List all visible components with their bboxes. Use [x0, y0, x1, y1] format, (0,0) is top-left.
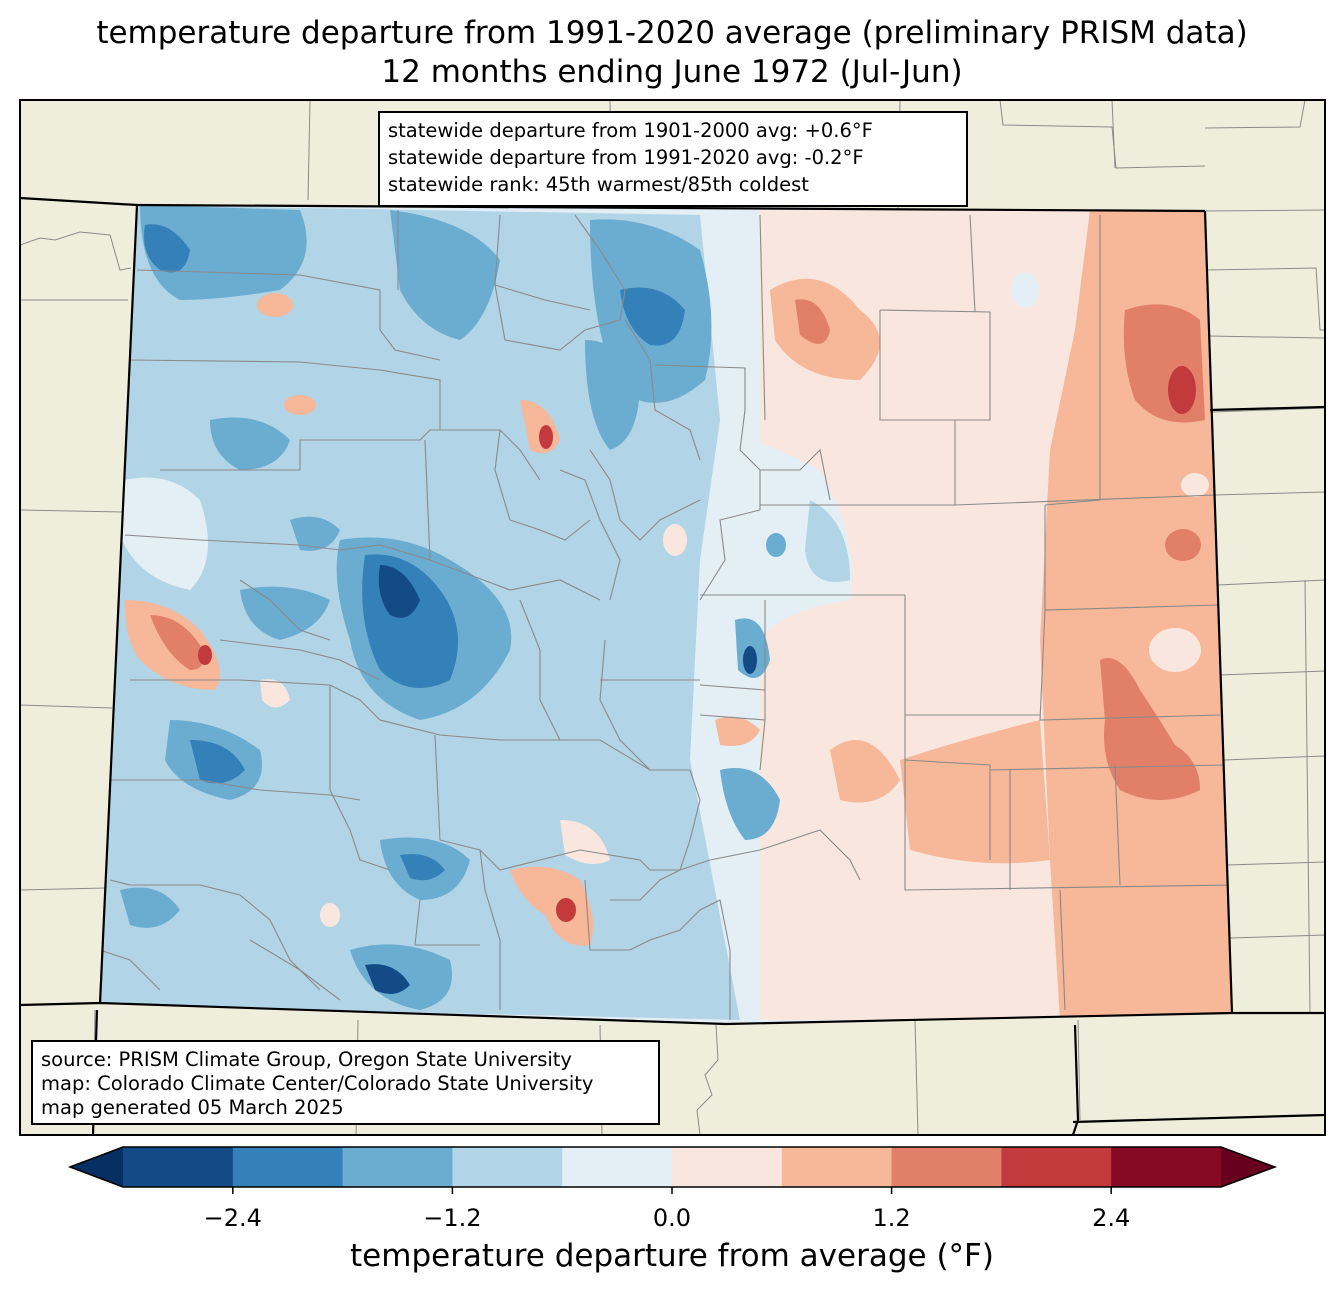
colorbar-segment	[672, 1147, 783, 1187]
colorbar-tick-label: −1.2	[423, 1204, 482, 1232]
colorado-county-lines	[100, 210, 1231, 1020]
colorbar-tick-label: 1.2	[872, 1204, 911, 1232]
map-frame	[19, 99, 1326, 1136]
colorbar-segment	[123, 1147, 234, 1187]
colorbar-segment	[1001, 1147, 1112, 1187]
colorbar-segment	[781, 1147, 893, 1187]
colorbar	[67, 1146, 1278, 1194]
colorado-departure-field	[100, 205, 1232, 1024]
stats-rank: statewide rank: 45th warmest/85th coldes…	[388, 173, 809, 196]
colorbar-tick-label: 2.4	[1092, 1204, 1131, 1232]
source-line: source: PRISM Climate Group, Oregon Stat…	[41, 1048, 572, 1071]
title-line-1: temperature departure from 1991-2020 ave…	[96, 15, 1248, 51]
colorbar-segment	[342, 1147, 453, 1187]
colorbar-under-arrow	[70, 1147, 123, 1187]
generated-date-line: map generated 05 March 2025	[41, 1096, 344, 1119]
stats-departure-1991-2020: statewide departure from 1991-2020 avg: …	[388, 146, 864, 169]
colorbar-tick-label: 0.0	[652, 1204, 692, 1232]
colorbar-outline	[67, 1146, 1278, 1188]
statewide-stats-box: statewide departure from 1901-2000 avg: …	[378, 111, 968, 207]
map-title: temperature departure from 1991-2020 ave…	[0, 14, 1344, 92]
source-box: source: PRISM Climate Group, Oregon Stat…	[31, 1040, 660, 1125]
title-line-2: 12 months ending June 1972 (Jul-Jun)	[381, 54, 963, 90]
colorbar-over-arrow	[1221, 1147, 1275, 1187]
colorbar-segment	[891, 1147, 1002, 1187]
map-credit-line: map: Colorado Climate Center/Colorado St…	[41, 1072, 594, 1095]
stats-departure-1901-2000: statewide departure from 1901-2000 avg: …	[388, 119, 873, 142]
colorbar-segment	[562, 1147, 673, 1187]
colorbar-tick-label: −2.4	[203, 1204, 262, 1232]
state-borders	[20, 196, 1325, 1135]
colorbar-segment	[232, 1147, 344, 1187]
colorbar-segment	[452, 1147, 563, 1187]
colorbar-label: temperature departure from average (°F)	[350, 1238, 994, 1274]
colorbar-segment	[1111, 1147, 1222, 1187]
